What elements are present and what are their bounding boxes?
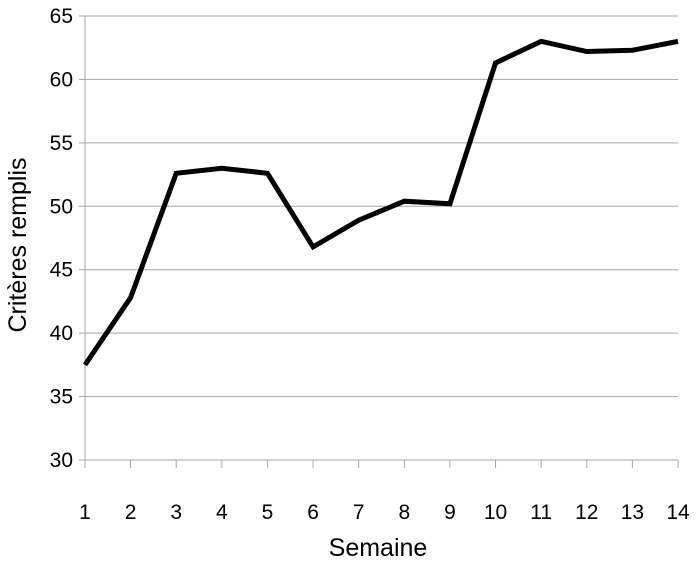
y-tick-label: 40 [50,322,73,345]
y-tick-label: 50 [50,195,73,218]
x-tick-label: 10 [484,501,507,524]
x-axis-label: Semaine [329,534,428,562]
x-tick-label: 14 [666,501,690,524]
y-tick-label: 35 [50,386,73,409]
x-tick-label: 2 [125,501,137,524]
x-tick-label: 12 [575,501,598,524]
y-axis-label: Critères remplis [4,157,32,332]
x-tick-label: 4 [216,501,228,524]
y-tick-label: 55 [50,132,73,155]
x-tick-label: 11 [530,501,552,524]
series-line-0 [82,38,679,367]
x-tick-label: 8 [398,501,410,524]
y-tick-label: 65 [50,5,73,28]
x-tick-label: 5 [262,501,274,524]
gridlines [85,15,678,398]
y-tick-label: 30 [50,449,73,472]
series-lines [82,38,679,367]
x-tick-label: 6 [307,501,319,524]
x-tick-label: 13 [621,501,644,524]
x-tick-label: 1 [79,501,91,524]
x-tick-label: 9 [444,501,456,524]
x-tick-label: 3 [170,501,182,524]
y-tick-label: 45 [50,259,73,282]
y-tick-label: 60 [50,68,73,91]
axes [79,15,679,468]
x-tick-label: 7 [353,501,365,524]
